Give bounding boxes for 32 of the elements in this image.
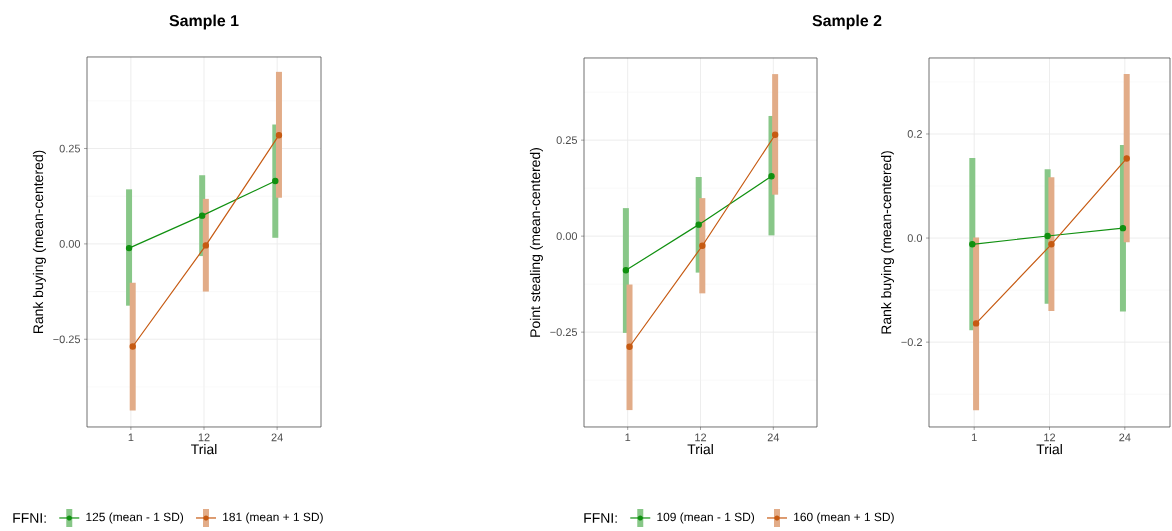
y-tick-label: 0.0 xyxy=(907,234,923,242)
legend-title: FFNI: xyxy=(584,513,617,523)
legend-label: 160 (mean + 1 SD) xyxy=(794,512,894,524)
legend-label: 125 (mean - 1 SD) xyxy=(86,512,184,524)
legend-label: 109 (mean - 1 SD) xyxy=(657,512,755,524)
y-tick-label: 0.00 xyxy=(556,232,578,241)
y-tick-label: 0.25 xyxy=(59,144,81,153)
x-tick-label: 12 xyxy=(695,433,707,442)
y-axis-title: Rank buying (mean-centered) xyxy=(881,151,895,334)
x-tick-label: 24 xyxy=(1119,433,1131,442)
x-axis-title: Trial xyxy=(1036,443,1062,455)
x-tick-label: 1 xyxy=(625,433,631,442)
y-tick-label: 0.2 xyxy=(907,130,922,138)
legend-label: 181 (mean + 1 SD) xyxy=(223,512,323,524)
x-tick-label: 24 xyxy=(767,433,780,442)
x-axis-title: Trial xyxy=(687,443,713,455)
x-tick-label: 24 xyxy=(271,433,283,442)
x-tick-label: 12 xyxy=(198,433,210,442)
x-tick-label: 1 xyxy=(128,433,134,442)
y-tick-label: −0.2 xyxy=(901,338,922,347)
y-tick-label: −0.25 xyxy=(53,335,81,344)
legend-title: FFNI: xyxy=(13,513,46,523)
chart-title: Sample 2 xyxy=(812,14,882,30)
y-axis-title: Rank buying (mean-centered) xyxy=(32,150,46,334)
x-axis-title: Trial xyxy=(191,443,217,455)
x-tick-label: 1 xyxy=(971,433,977,442)
y-tick-label: 0.25 xyxy=(556,136,578,145)
y-tick-label: −0.25 xyxy=(550,328,578,337)
y-axis-title: Point stealing (mean-centered) xyxy=(529,148,543,337)
y-tick-label: 0.00 xyxy=(59,240,81,248)
x-tick-label: 12 xyxy=(1044,433,1056,442)
chart-title: Sample 1 xyxy=(169,14,239,30)
